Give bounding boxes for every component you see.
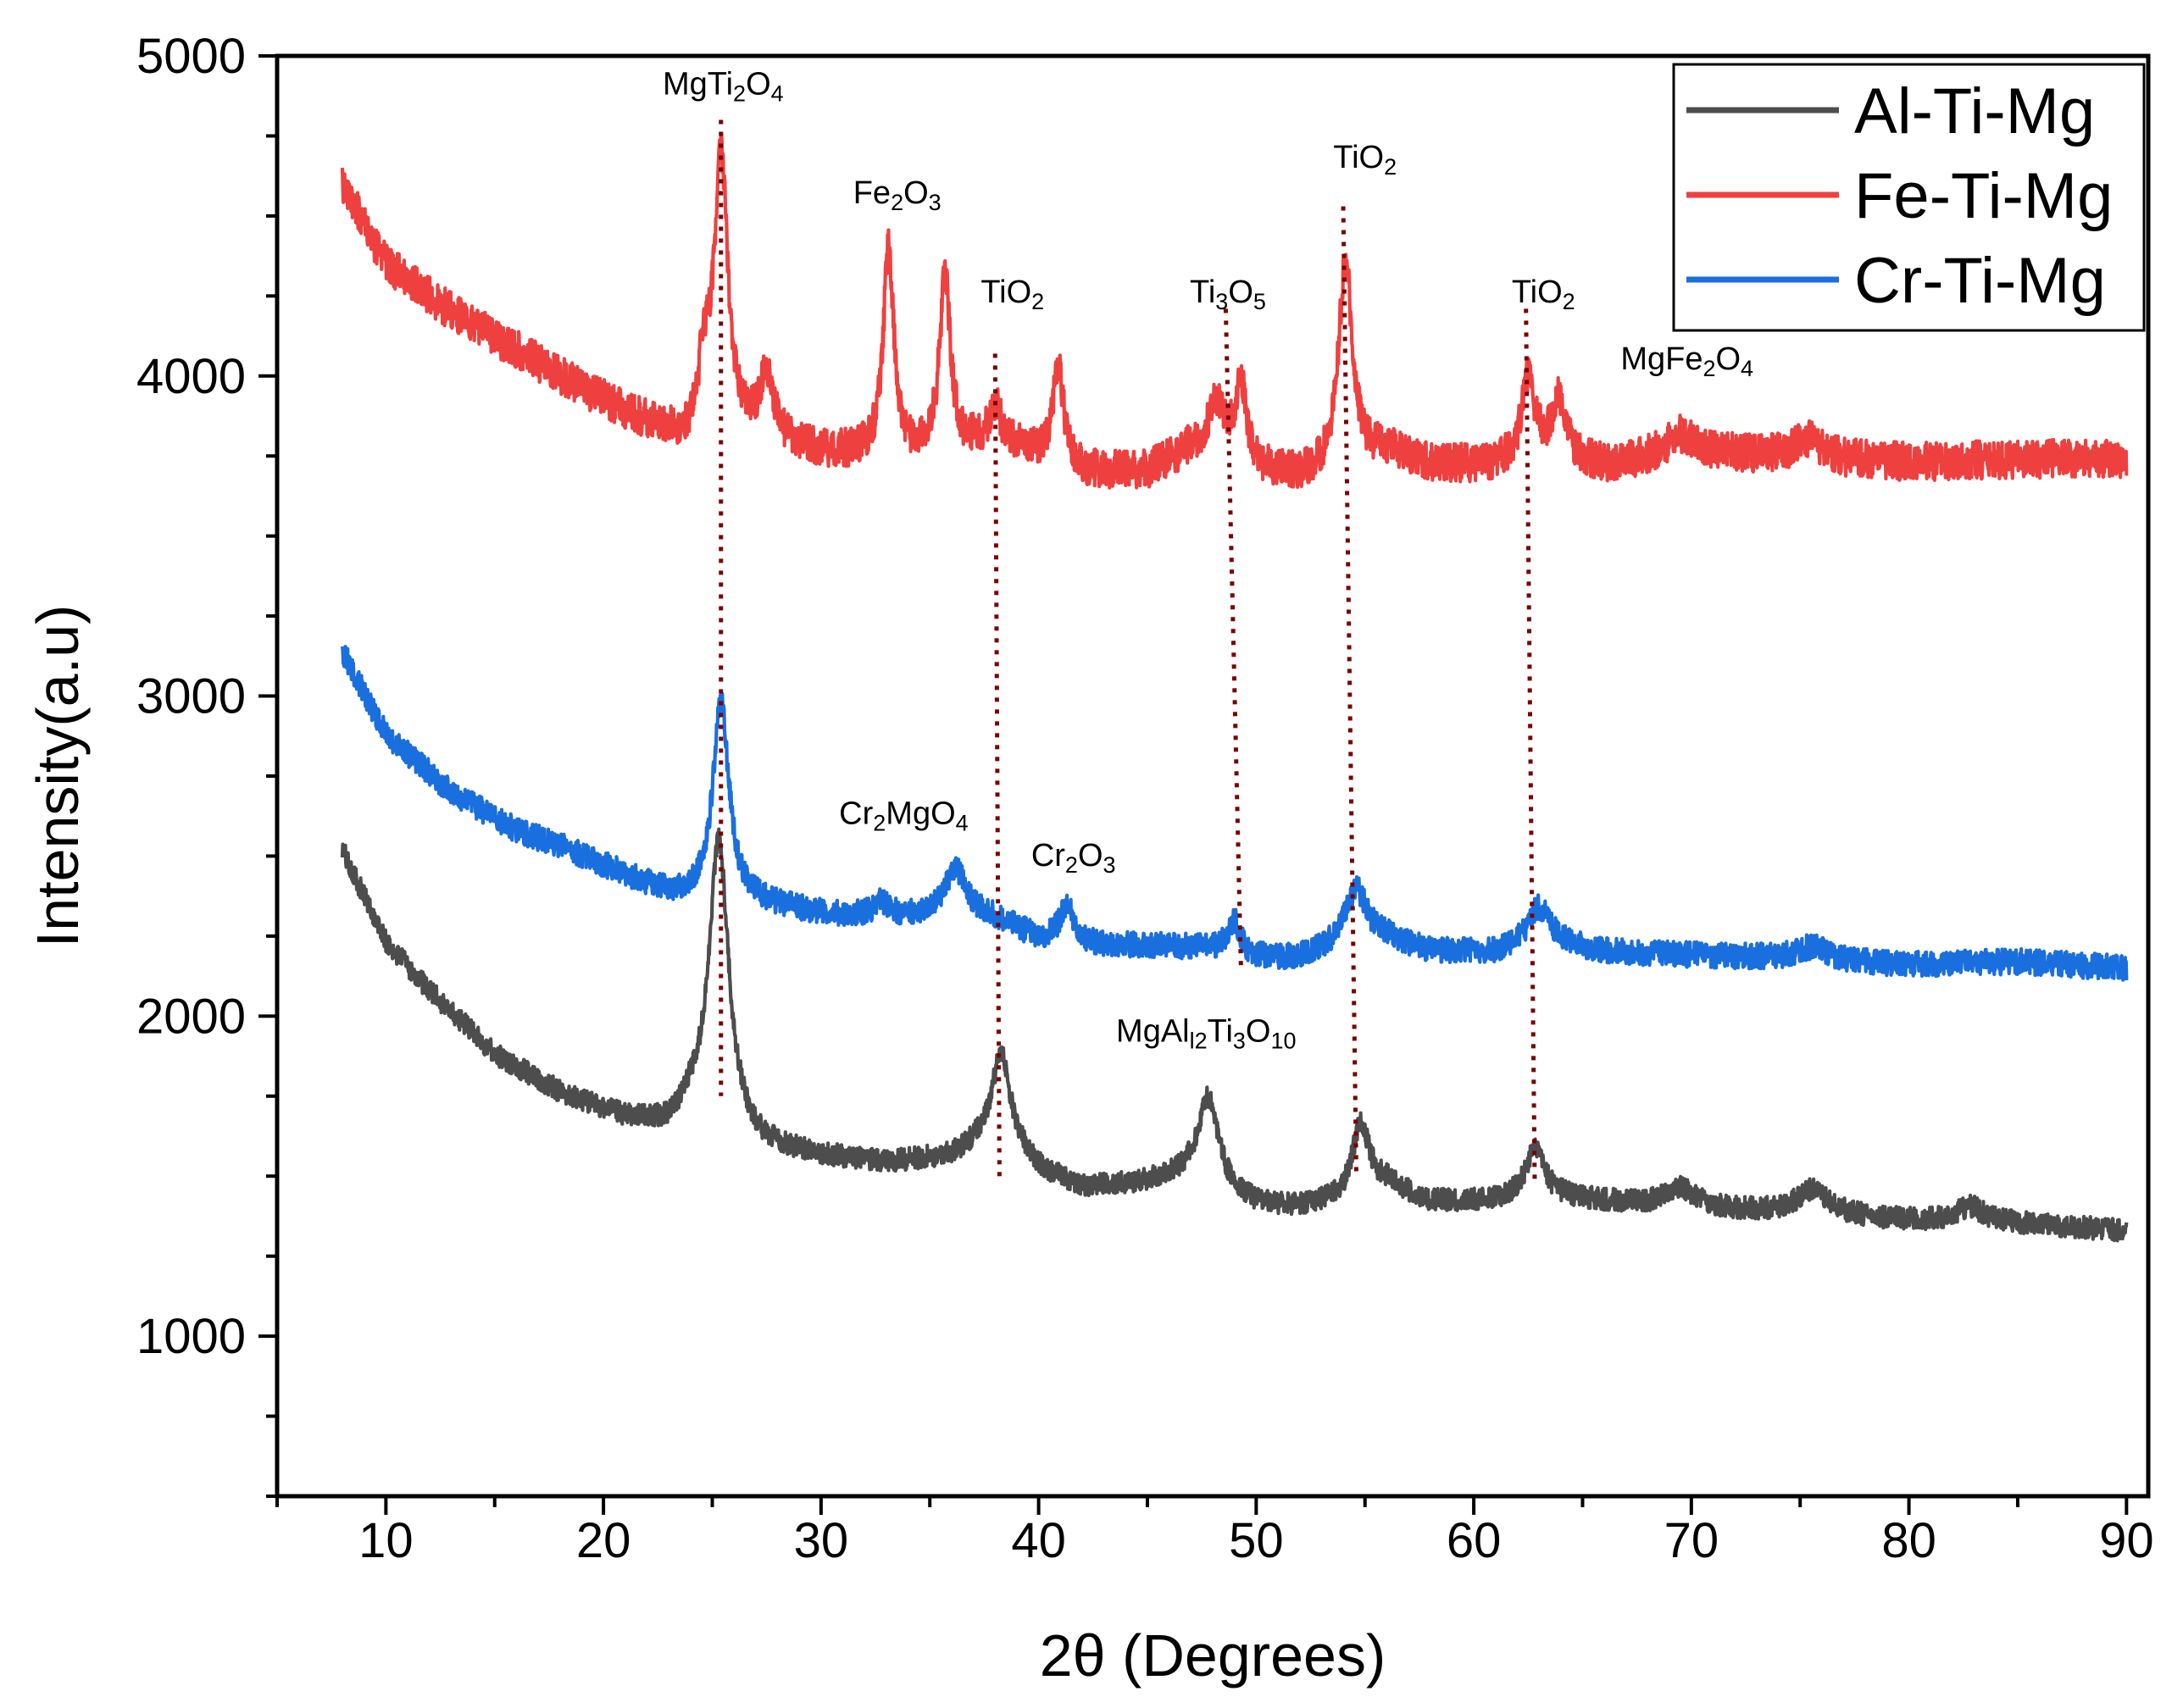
y-tick-label: 4000 (136, 349, 246, 404)
peak-label: TiO2 (1333, 140, 1397, 180)
peak-label: Ti3O5 (1190, 274, 1266, 314)
y-tick-label: 1000 (136, 1309, 246, 1364)
y-tick-label: 2000 (136, 989, 246, 1044)
reference-line-4 (1341, 206, 1358, 1173)
peak-label: Cr2MgO4 (839, 796, 969, 836)
x-axis-title: 2θ (Degrees) (1040, 1622, 1386, 1689)
reference-line-5 (1524, 308, 1537, 1180)
reference-line-3 (1223, 308, 1243, 968)
y-axis-title: Intensity(a.u) (25, 605, 91, 948)
series-line-fe-ti-mg (340, 132, 2129, 490)
peak-label: Fe2O3 (853, 175, 942, 215)
reference-lines (719, 119, 1537, 1180)
peak-label: MgFe2O4 (1620, 341, 1753, 381)
peak-label: MgTi2O4 (663, 66, 784, 106)
x-tick-label: 60 (1447, 1513, 1502, 1568)
legend-label-fe-ti-mg: Fe-Ti-Mg (1854, 160, 2113, 232)
peak-label: TiO2 (980, 274, 1044, 314)
x-tick-label: 40 (1011, 1513, 1066, 1568)
x-tick-label: 10 (358, 1513, 414, 1568)
legend: Al-Ti-Mg Fe-Ti-Mg Cr-Ti-Mg (1672, 63, 2146, 332)
x-tick-label: 30 (794, 1513, 849, 1568)
reference-line-2 (992, 353, 1002, 1180)
peak-label: TiO2 (1512, 274, 1575, 314)
x-tick-label: 20 (576, 1513, 631, 1568)
peak-annotations: MgTi2O4 Fe2O3 TiO2 Ti3O5 TiO2 TiO2 MgFe2O4 Cr2M… (663, 66, 1753, 1053)
x-tick-label: 70 (1664, 1513, 1719, 1568)
series-line-cr-ti-mg (340, 645, 2129, 982)
peak-label: MgAll2Ti3O10 (1116, 1014, 1296, 1054)
x-tick-label: 50 (1229, 1513, 1284, 1568)
legend-label-cr-ti-mg: Cr-Ti-Mg (1854, 245, 2106, 317)
series-line-al-ti-mg (340, 827, 2129, 1243)
x-tick-label: 90 (2099, 1513, 2154, 1568)
legend-label-al-ti-mg: Al-Ti-Mg (1854, 75, 2095, 147)
x-tick-label: 80 (1881, 1513, 1936, 1568)
axis-ticks: 10 20 30 40 50 60 70 80 90 1000 2000 3000 4000 5000 (136, 29, 2154, 1568)
data-traces (340, 132, 2129, 1243)
peak-label: Cr2O3 (1031, 838, 1116, 878)
y-tick-label: 5000 (136, 29, 246, 84)
y-tick-label: 3000 (136, 669, 246, 724)
